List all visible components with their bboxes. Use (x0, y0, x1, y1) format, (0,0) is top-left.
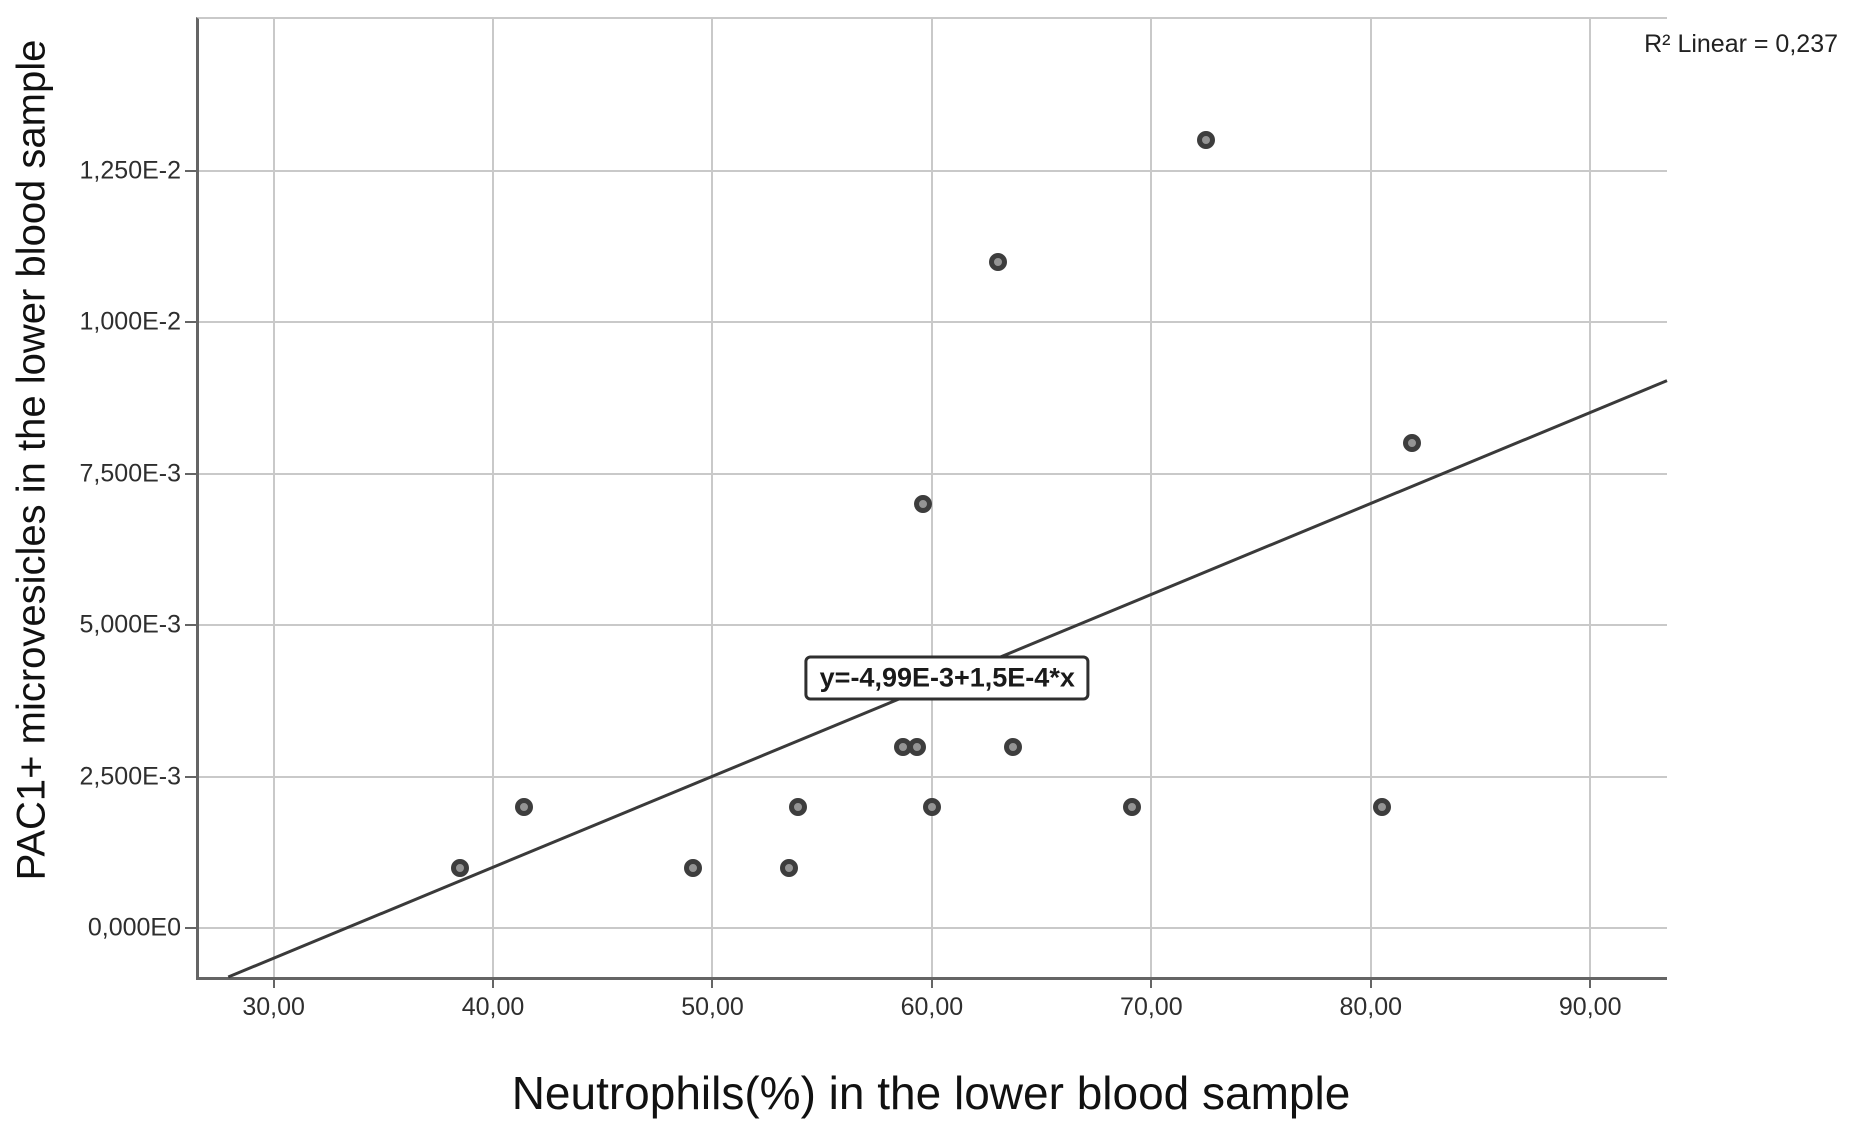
y-gridline (199, 472, 1667, 475)
x-tick-label: 60,00 (900, 993, 964, 1021)
x-tick-label: 40,00 (461, 993, 525, 1021)
y-tick-mark (185, 624, 196, 627)
x-tick-mark (930, 977, 933, 988)
x-gridline (711, 19, 714, 977)
y-tick-label: 0,000E0 (87, 913, 181, 942)
y-tick-mark (185, 321, 196, 324)
x-tick-label: 70,00 (1120, 993, 1183, 1021)
data-point (988, 252, 1007, 271)
x-gridline (492, 19, 495, 977)
y-tick-label: 1,000E-2 (79, 307, 181, 336)
y-tick-label: 5,000E-3 (79, 610, 181, 639)
y-gridline (199, 169, 1667, 172)
y-axis-title: PAC1+ microvesicles in the lower blood s… (9, 39, 54, 881)
y-gridline (199, 321, 1667, 324)
data-point (1122, 798, 1141, 817)
plot-area: y=-4,99E-3+1,5E-4*x 30,00 40,00 50,00 60,00… (80, 17, 1668, 1021)
y-tick-mark (185, 472, 196, 475)
y-gridline (199, 775, 1667, 778)
data-point (780, 858, 799, 877)
data-point (1403, 434, 1422, 453)
x-tick-label: 90,00 (1558, 993, 1622, 1021)
y-tick-label: 2,500E-3 (79, 762, 181, 791)
data-point (1004, 737, 1023, 756)
x-tick-mark (492, 977, 495, 988)
x-gridline (930, 19, 933, 977)
x-gridline (272, 19, 275, 977)
regression-equation-label: y=-4,99E-3+1,5E-4*x (804, 655, 1090, 701)
data-point (914, 495, 933, 514)
data-point (683, 858, 702, 877)
y-tick-mark (185, 775, 196, 778)
data-point (789, 798, 808, 817)
x-gridline (1150, 19, 1153, 977)
y-tick-mark (185, 927, 196, 930)
x-tick-mark (272, 977, 275, 988)
x-tick-mark (1150, 977, 1153, 988)
x-tick-label: 50,00 (681, 993, 744, 1021)
x-axis-title: Neutrophils(%) in the lower blood sample (511, 1067, 1351, 1119)
data-point (1372, 798, 1391, 817)
x-tick-mark (711, 977, 714, 988)
data-point (1197, 131, 1216, 150)
x-gridline (1369, 19, 1372, 977)
x-tick-label: 30,00 (242, 993, 305, 1021)
fit-line (227, 379, 1668, 979)
data-point (451, 858, 470, 877)
y-tick-label: 7,500E-3 (79, 459, 181, 488)
data-point (907, 737, 926, 756)
y-gridline (199, 624, 1667, 627)
y-tick-mark (185, 169, 196, 172)
x-tick-label: 80,00 (1339, 993, 1403, 1021)
y-gridline (199, 927, 1667, 930)
y-tick-label: 1,250E-2 (79, 156, 181, 185)
x-gridline (1589, 19, 1592, 977)
data-point (514, 798, 533, 817)
r-squared-label: R² Linear = 0,237 (1644, 30, 1838, 58)
data-point (922, 798, 941, 817)
x-tick-mark (1369, 977, 1372, 988)
x-tick-mark (1589, 977, 1592, 988)
